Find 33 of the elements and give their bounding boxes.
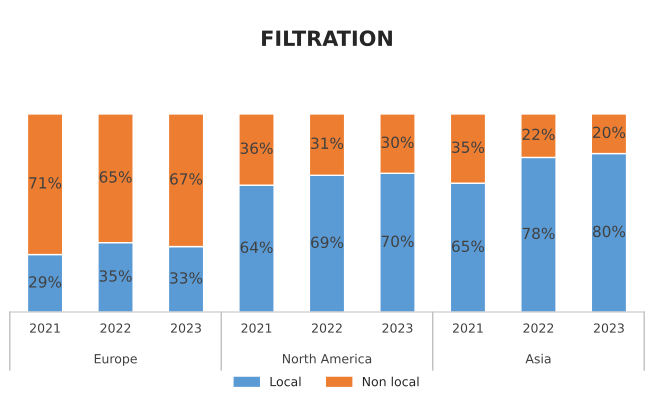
- x-tick-label: 2021: [242, 323, 272, 333]
- legend-label: Local: [270, 376, 301, 386]
- data-label: 67%: [170, 173, 202, 185]
- data-label: 80%: [593, 226, 626, 238]
- data-label: 31%: [311, 137, 344, 150]
- data-label: 70%: [382, 236, 414, 248]
- legend-label: Non local: [362, 376, 419, 386]
- x-tick-label: 2022: [523, 323, 554, 333]
- chart-title: FILTRATION: [262, 30, 392, 46]
- data-label: 20%: [593, 126, 626, 138]
- data-label: 33%: [170, 272, 202, 284]
- data-label: 22%: [522, 128, 555, 140]
- x-tick-label: 2023: [382, 323, 412, 333]
- data-label: 71%: [29, 177, 62, 189]
- data-label: 30%: [382, 136, 414, 148]
- x-tick-label: 2022: [312, 323, 342, 333]
- data-label: 35%: [100, 270, 132, 282]
- data-label: 78%: [522, 228, 555, 240]
- data-label: 65%: [452, 240, 484, 252]
- data-label: 35%: [452, 141, 484, 154]
- x-tick-label: 2021: [30, 323, 60, 333]
- x-tick-label: 2022: [100, 323, 130, 333]
- data-label: 65%: [100, 171, 132, 183]
- x-tick-label: 2021: [452, 323, 483, 333]
- text: Europe: [94, 354, 137, 366]
- data-label: 29%: [29, 276, 62, 288]
- x-tick-label: 2023: [171, 323, 201, 333]
- x-tick-label: 2023: [594, 323, 624, 333]
- data-label: 69%: [311, 236, 344, 248]
- text: Asia: [525, 354, 550, 364]
- text: North America: [282, 354, 372, 364]
- data-label: 64%: [240, 241, 273, 254]
- data-label: 36%: [240, 142, 273, 154]
